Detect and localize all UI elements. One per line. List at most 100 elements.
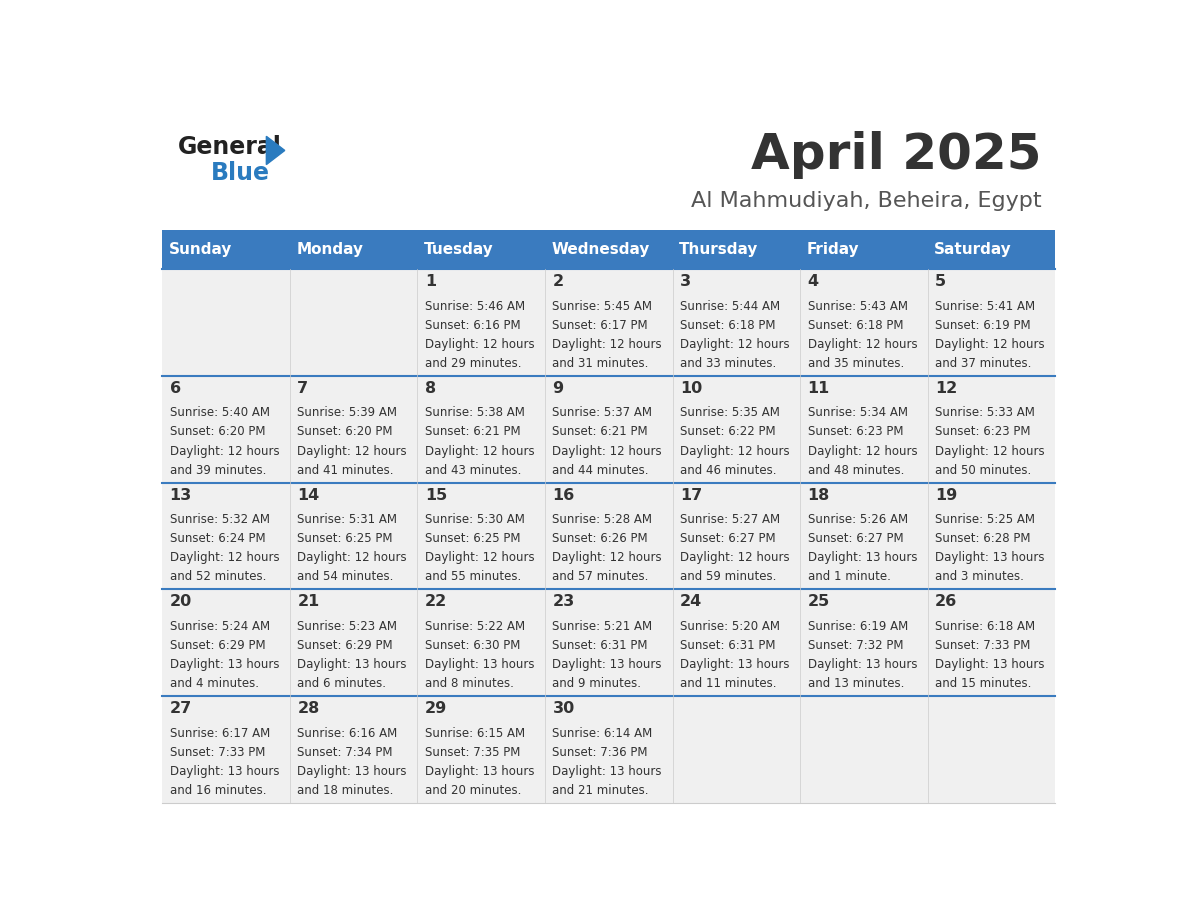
Text: 18: 18 bbox=[808, 487, 830, 503]
Bar bbox=[928, 269, 1055, 376]
Text: Sunrise: 5:31 AM: Sunrise: 5:31 AM bbox=[297, 513, 397, 526]
Text: Sunrise: 6:17 AM: Sunrise: 6:17 AM bbox=[170, 726, 270, 740]
Text: Sunrise: 5:28 AM: Sunrise: 5:28 AM bbox=[552, 513, 652, 526]
Bar bbox=[801, 696, 928, 803]
Polygon shape bbox=[266, 136, 285, 164]
Bar bbox=[290, 696, 417, 803]
Text: Daylight: 12 hours: Daylight: 12 hours bbox=[425, 338, 535, 351]
Text: and 29 minutes.: and 29 minutes. bbox=[425, 357, 522, 370]
Text: Sunrise: 6:18 AM: Sunrise: 6:18 AM bbox=[935, 620, 1035, 633]
Text: Sunset: 6:20 PM: Sunset: 6:20 PM bbox=[170, 425, 265, 439]
Bar bbox=[417, 376, 545, 483]
Text: Daylight: 12 hours: Daylight: 12 hours bbox=[935, 444, 1044, 457]
Text: Thursday: Thursday bbox=[680, 242, 758, 257]
Text: Sunrise: 6:15 AM: Sunrise: 6:15 AM bbox=[425, 726, 525, 740]
Text: 29: 29 bbox=[425, 701, 447, 716]
Text: Sunset: 6:17 PM: Sunset: 6:17 PM bbox=[552, 319, 647, 331]
Text: Sunset: 6:19 PM: Sunset: 6:19 PM bbox=[935, 319, 1031, 331]
Text: 5: 5 bbox=[935, 274, 947, 289]
Text: Sunset: 7:32 PM: Sunset: 7:32 PM bbox=[808, 639, 903, 652]
Text: Sunrise: 5:32 AM: Sunrise: 5:32 AM bbox=[170, 513, 270, 526]
Text: and 11 minutes.: and 11 minutes. bbox=[680, 677, 777, 690]
Bar bbox=[928, 696, 1055, 803]
Text: and 55 minutes.: and 55 minutes. bbox=[425, 570, 522, 583]
Text: Daylight: 13 hours: Daylight: 13 hours bbox=[297, 765, 406, 778]
Text: and 48 minutes.: and 48 minutes. bbox=[808, 464, 904, 476]
Text: Sunset: 6:23 PM: Sunset: 6:23 PM bbox=[935, 425, 1031, 439]
Text: Daylight: 13 hours: Daylight: 13 hours bbox=[170, 765, 279, 778]
Bar bbox=[545, 230, 672, 269]
Bar bbox=[163, 269, 290, 376]
Bar bbox=[801, 269, 928, 376]
Text: and 54 minutes.: and 54 minutes. bbox=[297, 570, 393, 583]
Text: Tuesday: Tuesday bbox=[424, 242, 493, 257]
Text: Daylight: 12 hours: Daylight: 12 hours bbox=[425, 551, 535, 565]
Text: Sunset: 7:36 PM: Sunset: 7:36 PM bbox=[552, 745, 647, 758]
Bar bbox=[163, 230, 290, 269]
Text: Sunset: 6:27 PM: Sunset: 6:27 PM bbox=[808, 532, 903, 545]
Text: Sunrise: 5:43 AM: Sunrise: 5:43 AM bbox=[808, 299, 908, 313]
Text: 10: 10 bbox=[680, 381, 702, 396]
Text: 9: 9 bbox=[552, 381, 563, 396]
Text: 21: 21 bbox=[297, 594, 320, 610]
Bar bbox=[290, 269, 417, 376]
Text: 28: 28 bbox=[297, 701, 320, 716]
Text: and 52 minutes.: and 52 minutes. bbox=[170, 570, 266, 583]
Text: Daylight: 13 hours: Daylight: 13 hours bbox=[552, 658, 662, 671]
Text: Sunrise: 5:20 AM: Sunrise: 5:20 AM bbox=[680, 620, 781, 633]
Bar bbox=[545, 483, 672, 589]
Text: 26: 26 bbox=[935, 594, 958, 610]
Text: Sunset: 6:25 PM: Sunset: 6:25 PM bbox=[425, 532, 520, 545]
Text: Daylight: 12 hours: Daylight: 12 hours bbox=[552, 551, 662, 565]
Bar bbox=[672, 589, 801, 696]
Text: and 37 minutes.: and 37 minutes. bbox=[935, 357, 1031, 370]
Bar bbox=[672, 269, 801, 376]
Bar bbox=[163, 696, 290, 803]
Text: Sunrise: 5:30 AM: Sunrise: 5:30 AM bbox=[425, 513, 525, 526]
Bar bbox=[163, 376, 290, 483]
Text: Daylight: 12 hours: Daylight: 12 hours bbox=[680, 551, 790, 565]
Text: 30: 30 bbox=[552, 701, 575, 716]
Text: 12: 12 bbox=[935, 381, 958, 396]
Text: Sunset: 6:28 PM: Sunset: 6:28 PM bbox=[935, 532, 1031, 545]
Bar bbox=[801, 230, 928, 269]
Text: Daylight: 13 hours: Daylight: 13 hours bbox=[935, 551, 1044, 565]
Text: Daylight: 12 hours: Daylight: 12 hours bbox=[552, 338, 662, 351]
Text: Sunday: Sunday bbox=[169, 242, 232, 257]
Text: Monday: Monday bbox=[296, 242, 364, 257]
Text: Sunset: 7:33 PM: Sunset: 7:33 PM bbox=[170, 745, 265, 758]
Text: Sunset: 7:34 PM: Sunset: 7:34 PM bbox=[297, 745, 393, 758]
Text: Daylight: 13 hours: Daylight: 13 hours bbox=[680, 658, 790, 671]
Text: and 9 minutes.: and 9 minutes. bbox=[552, 677, 642, 690]
Text: Daylight: 12 hours: Daylight: 12 hours bbox=[680, 338, 790, 351]
Bar bbox=[417, 696, 545, 803]
Text: Al Mahmudiyah, Beheira, Egypt: Al Mahmudiyah, Beheira, Egypt bbox=[691, 192, 1042, 211]
Bar bbox=[545, 589, 672, 696]
Text: Daylight: 13 hours: Daylight: 13 hours bbox=[552, 765, 662, 778]
Bar bbox=[417, 483, 545, 589]
Text: 6: 6 bbox=[170, 381, 181, 396]
Bar bbox=[290, 376, 417, 483]
Text: Sunset: 6:30 PM: Sunset: 6:30 PM bbox=[425, 639, 520, 652]
Text: and 31 minutes.: and 31 minutes. bbox=[552, 357, 649, 370]
Bar bbox=[545, 376, 672, 483]
Text: Daylight: 12 hours: Daylight: 12 hours bbox=[552, 444, 662, 457]
Text: and 13 minutes.: and 13 minutes. bbox=[808, 677, 904, 690]
Bar bbox=[928, 376, 1055, 483]
Text: Daylight: 13 hours: Daylight: 13 hours bbox=[425, 765, 535, 778]
Text: Sunset: 6:22 PM: Sunset: 6:22 PM bbox=[680, 425, 776, 439]
Text: Sunset: 6:23 PM: Sunset: 6:23 PM bbox=[808, 425, 903, 439]
Text: 25: 25 bbox=[808, 594, 830, 610]
Text: 15: 15 bbox=[425, 487, 447, 503]
Text: Sunrise: 5:22 AM: Sunrise: 5:22 AM bbox=[425, 620, 525, 633]
Bar bbox=[672, 696, 801, 803]
Text: Wednesday: Wednesday bbox=[551, 242, 650, 257]
Text: Sunrise: 5:25 AM: Sunrise: 5:25 AM bbox=[935, 513, 1035, 526]
Text: Daylight: 13 hours: Daylight: 13 hours bbox=[170, 658, 279, 671]
Text: Sunrise: 5:45 AM: Sunrise: 5:45 AM bbox=[552, 299, 652, 313]
Text: and 50 minutes.: and 50 minutes. bbox=[935, 464, 1031, 476]
Text: Sunset: 6:18 PM: Sunset: 6:18 PM bbox=[808, 319, 903, 331]
Text: Daylight: 13 hours: Daylight: 13 hours bbox=[425, 658, 535, 671]
Text: and 4 minutes.: and 4 minutes. bbox=[170, 677, 259, 690]
Text: Daylight: 12 hours: Daylight: 12 hours bbox=[297, 444, 406, 457]
